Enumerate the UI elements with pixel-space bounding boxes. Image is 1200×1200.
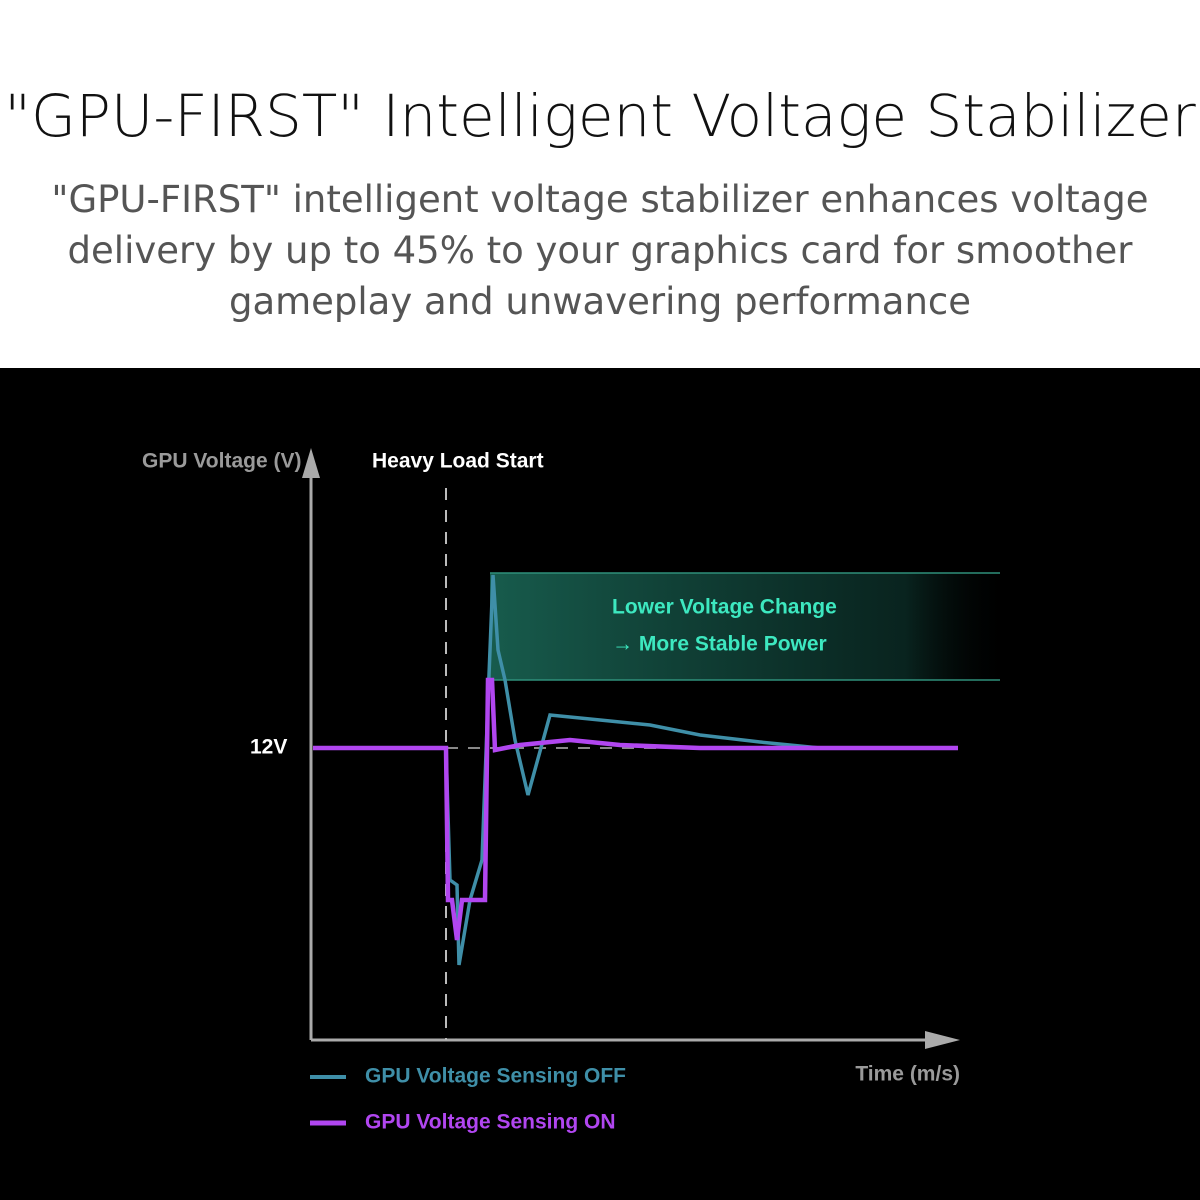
y-axis-label: GPU Voltage (V) — [142, 450, 301, 473]
reference-label: 12V — [250, 736, 287, 759]
x-axis-label: Time (m/s) — [855, 1063, 960, 1086]
curve-on — [313, 677, 958, 941]
legend-label: GPU Voltage Sensing ON — [365, 1111, 615, 1134]
legend-label: GPU Voltage Sensing OFF — [365, 1065, 626, 1088]
x-axis-arrow — [925, 1031, 960, 1049]
subtitle-line: delivery by up to 45% to your graphics c… — [67, 229, 1133, 272]
event-label: Heavy Load Start — [372, 450, 544, 473]
annotation: → More Stable Power — [612, 633, 827, 656]
header: "GPU-FIRST" Intelligent Voltage Stabiliz… — [0, 0, 1200, 368]
subtitle-line: gameplay and unwavering performance — [228, 280, 972, 323]
stability-band — [490, 573, 1010, 680]
subtitle-line: "GPU-FIRST" intelligent voltage stabiliz… — [51, 178, 1149, 221]
panel — [0, 368, 1200, 1200]
y-axis-arrow — [302, 448, 320, 478]
annotation: Lower Voltage Change — [612, 596, 837, 619]
title: "GPU-FIRST" Intelligent Voltage Stabiliz… — [4, 82, 1196, 150]
curve-off — [444, 574, 958, 966]
diagram: GPU Voltage (V) Heavy Load Start 12V Low… — [0, 368, 1200, 1200]
